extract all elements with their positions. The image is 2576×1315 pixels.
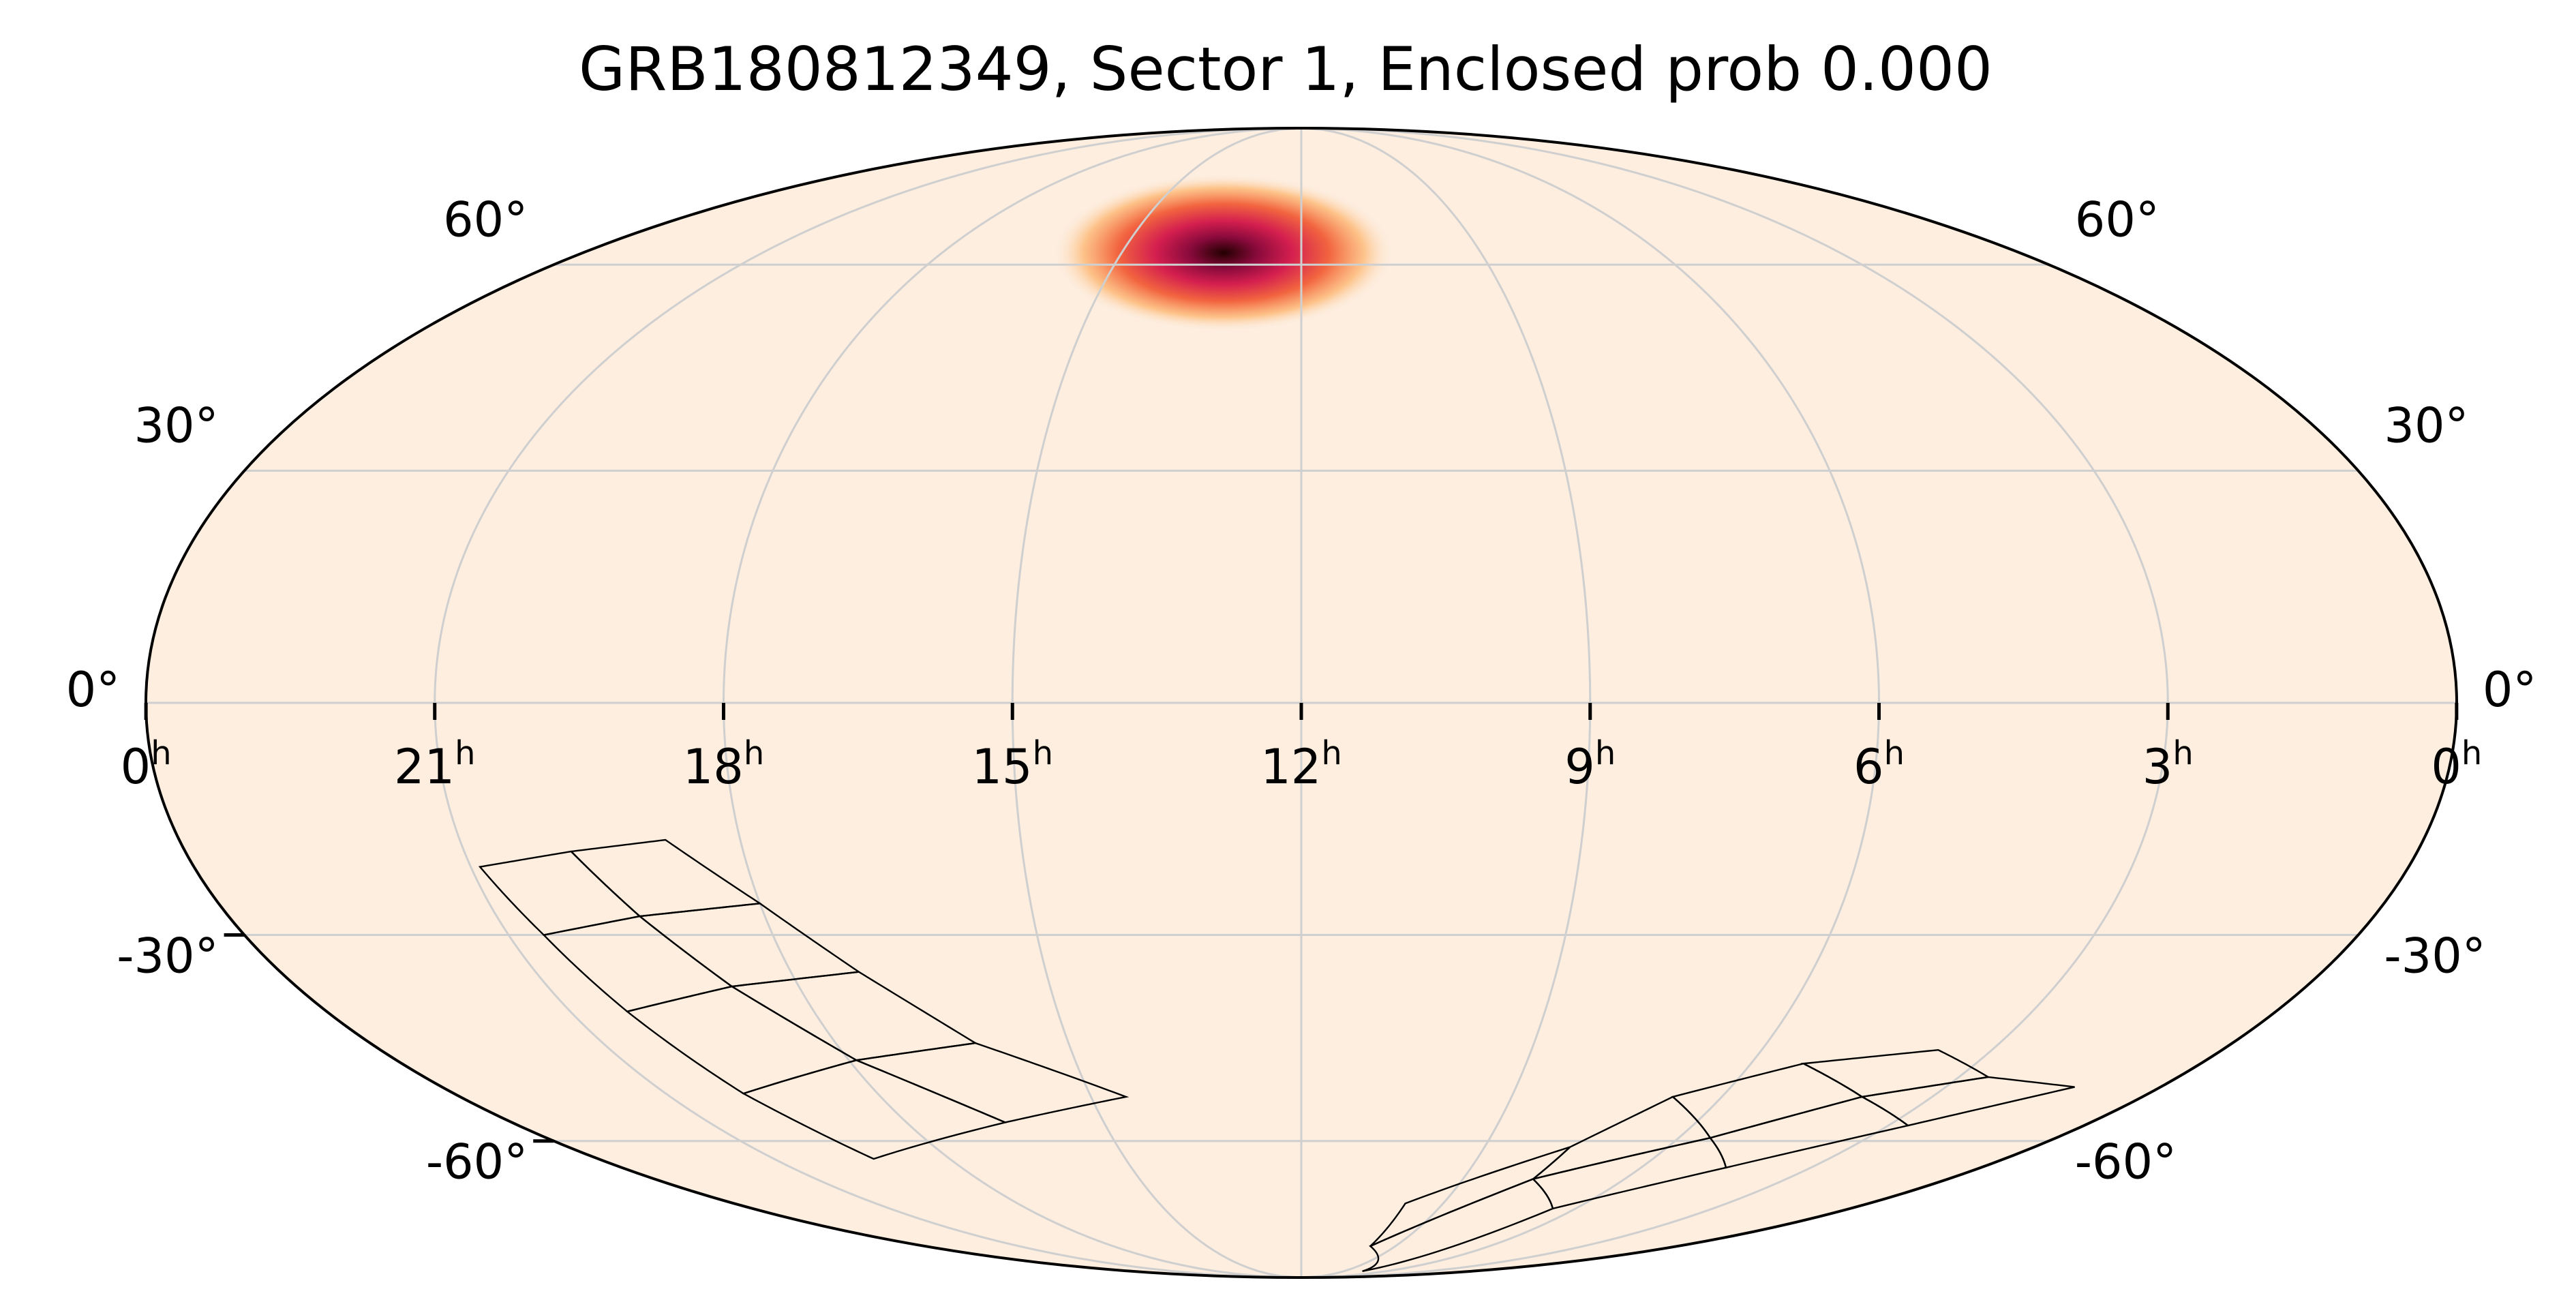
ra-tick-label: 3h <box>2142 734 2194 795</box>
dec-tick-label-left: 0° <box>66 662 121 718</box>
dec-tick-label-left: -30° <box>117 928 218 984</box>
camera-4-ccd-footprint <box>1859 1076 2075 1127</box>
ra-tick-label: 15h <box>972 734 1054 795</box>
dec-tick-label-left: -60° <box>426 1134 528 1190</box>
dec-tick-label-right: -60° <box>2075 1134 2177 1190</box>
dec-tick-label-right: 30° <box>2384 397 2468 453</box>
dec-tick-label-right: 60° <box>2075 192 2160 247</box>
ra-tick-label: 21h <box>394 734 476 795</box>
chart-title: GRB180812349, Sector 1, Enclosed prob 0.… <box>579 34 1992 104</box>
probability-peak <box>1052 173 1395 332</box>
ra-tick-label: 0h <box>2431 734 2482 795</box>
axis-ticks <box>144 703 2459 1143</box>
dec-tick-label-right: 0° <box>2483 662 2537 718</box>
ra-tick-labels: 0h 21h 18h 15h 12h 9h 6h 3h 0h <box>121 734 2483 795</box>
ra-tick-label: 0h <box>121 734 172 795</box>
probability-heatmap <box>1052 173 1395 332</box>
dec-tick-label-left: 30° <box>134 397 219 453</box>
ra-tick-label: 6h <box>1853 734 1905 795</box>
ra-tick-label: 9h <box>1564 734 1616 795</box>
dec-tick-label-right: -30° <box>2384 928 2485 984</box>
camera-2-ccd-footprint <box>853 1042 1130 1123</box>
sector-footprints <box>478 838 2075 1272</box>
ra-tick-label: 12h <box>1260 734 1342 795</box>
dec-tick-labels: 60° 60° 30° 30° 0° 0° -30° -30° -60° -60° <box>66 192 2537 1190</box>
ra-tick-label: 18h <box>683 734 765 795</box>
dec-tick-label-left: 60° <box>443 192 528 247</box>
